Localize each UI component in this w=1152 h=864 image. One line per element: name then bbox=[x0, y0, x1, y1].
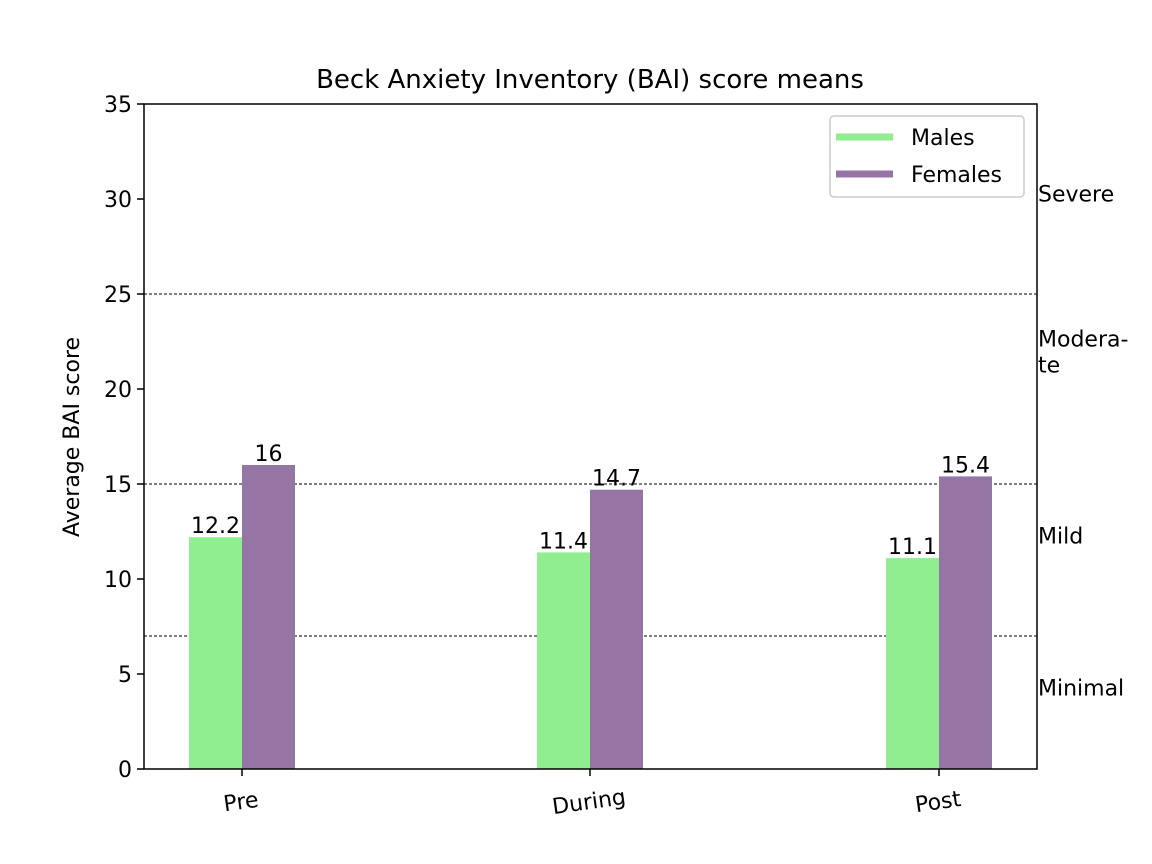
x-tick-label-post: Post bbox=[914, 787, 963, 818]
legend-label-males: Males bbox=[911, 126, 975, 151]
y-tick-label: 0 bbox=[118, 758, 132, 783]
severity-label: Minimal bbox=[1038, 676, 1124, 701]
bar-males-post bbox=[886, 558, 939, 769]
y-tick-label: 10 bbox=[104, 568, 132, 593]
severity-label: Mild bbox=[1038, 524, 1083, 549]
y-axis: 0 5 10 15 20 25 30 35 bbox=[104, 93, 144, 783]
y-axis-label: Average BAI score bbox=[60, 337, 85, 537]
bar-value-label: 11.1 bbox=[888, 535, 937, 560]
x-tick-label-during: During bbox=[551, 785, 628, 820]
bar-females-pre bbox=[242, 465, 295, 769]
x-tick-label-pre: Pre bbox=[222, 788, 260, 818]
y-tick-label: 5 bbox=[118, 663, 132, 688]
bar-value-label: 12.2 bbox=[191, 514, 240, 539]
severity-label: Modera- bbox=[1038, 327, 1128, 352]
plot-frame bbox=[143, 103, 1038, 770]
bar-value-labels: 12.2 11.4 11.1 16 14.7 15.4 bbox=[191, 442, 990, 560]
bar-males-during bbox=[537, 552, 590, 769]
bar-males-pre bbox=[189, 537, 242, 769]
severity-label: Severe bbox=[1038, 182, 1114, 207]
bar-females-during bbox=[590, 489, 643, 769]
x-axis: Pre During Post bbox=[222, 769, 963, 820]
severity-label: te bbox=[1038, 353, 1060, 378]
y-tick-label: 20 bbox=[104, 378, 132, 403]
y-tick-label: 25 bbox=[104, 283, 132, 308]
bar-value-label: 14.7 bbox=[592, 467, 641, 492]
bar-value-label: 15.4 bbox=[941, 453, 990, 478]
severity-region-labels: Minimal Mild Modera-te Severe bbox=[1038, 182, 1128, 701]
y-tick-label: 30 bbox=[104, 188, 132, 213]
legend: Males Females bbox=[829, 115, 1025, 198]
bar-value-label: 16 bbox=[255, 442, 283, 467]
y-tick-label: 15 bbox=[104, 473, 132, 498]
bars-group bbox=[189, 465, 992, 769]
bar-value-label: 11.4 bbox=[539, 529, 588, 554]
y-tick-label: 35 bbox=[104, 93, 132, 118]
chart-title: Beck Anxiety Inventory (BAI) score means bbox=[316, 65, 864, 95]
bar-females-post bbox=[939, 476, 992, 769]
legend-label-females: Females bbox=[911, 163, 1002, 188]
